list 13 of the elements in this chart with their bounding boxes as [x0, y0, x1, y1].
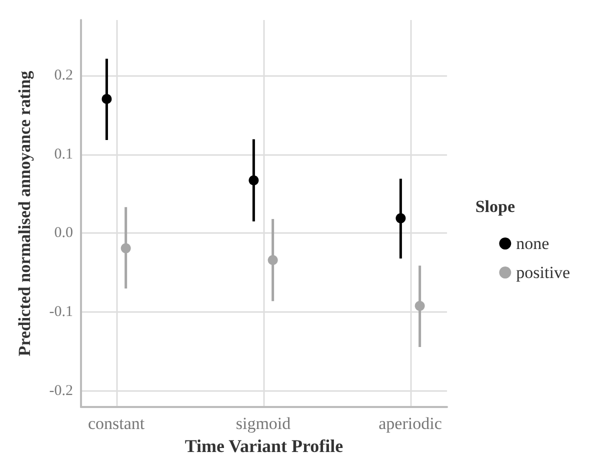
- y-tick-label: 0.1: [54, 146, 73, 162]
- legend-label: positive: [516, 263, 570, 282]
- legend-title: Slope: [475, 197, 516, 216]
- y-axis-title: Predicted normalised annoyance rating: [15, 70, 34, 356]
- legend-label: none: [516, 234, 550, 253]
- x-axis-title: Time Variant Profile: [184, 436, 344, 456]
- y-tick-label: 0.2: [54, 67, 73, 84]
- x-tick-label: constant: [88, 414, 145, 433]
- x-tick-label: sigmoid: [236, 414, 292, 433]
- y-tick-label: -0.1: [49, 304, 73, 320]
- y-tick-label: -0.2: [49, 383, 73, 400]
- x-tick-label: aperiodic: [378, 414, 442, 433]
- y-tick-label: 0.0: [54, 225, 73, 242]
